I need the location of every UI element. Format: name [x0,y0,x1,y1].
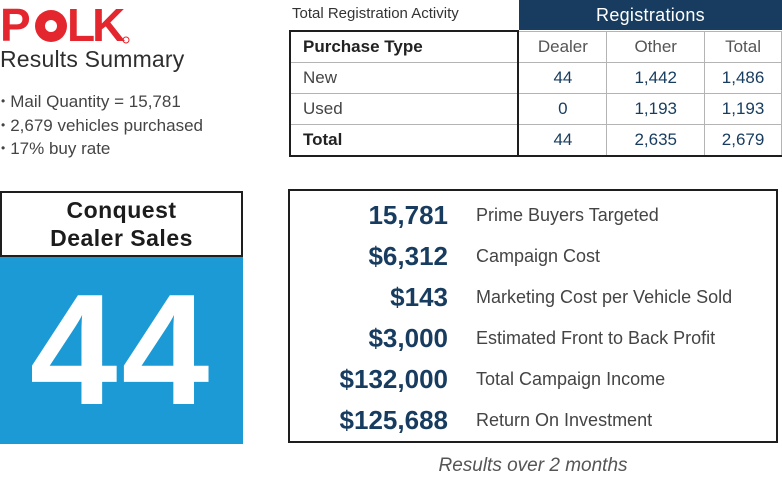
metric-row: $132,000 Total Campaign Income [290,359,776,400]
col-purchase-type: Purchase Type [288,30,520,63]
polk-logo: P LK [0,2,132,46]
metric-label: Total Campaign Income [476,369,666,389]
summary-bullets: Mail Quantity = 15,781 2,679 vehicles pu… [0,90,203,161]
conquest-dealer-sales-heading: Conquest Dealer Sales [0,191,243,257]
campaign-metrics-box: 15,781 Prime Buyers Targeted $6,312 Camp… [288,189,778,443]
table-row: Used 0 1,193 1,193 [288,92,782,125]
conquest-line2: Dealer Sales [50,225,193,251]
metric-label: Prime Buyers Targeted [476,205,659,225]
metric-value: $3,000 [368,323,448,353]
cell-other: 1,193 [606,92,706,125]
bullet-mail-quantity: Mail Quantity = 15,781 [0,90,203,114]
registrations-header: Registrations [519,0,782,30]
metric-row: $125,688 Return On Investment [290,400,776,441]
cell-total: 1,193 [704,92,782,125]
metric-value: $6,312 [368,241,448,271]
cell-other: 1,442 [606,61,706,94]
cell-other: 2,635 [606,123,706,157]
cell-total: 2,679 [704,123,782,157]
col-other: Other [606,30,706,63]
table-caption: Total Registration Activity [292,5,459,22]
col-dealer: Dealer [517,30,608,63]
metric-label: Marketing Cost per Vehicle Sold [476,287,733,307]
metric-label: Estimated Front to Back Profit [476,328,716,348]
table-header-row: Purchase Type Dealer Other Total [288,30,782,63]
col-total: Total [704,30,782,63]
registration-table: Purchase Type Dealer Other Total New 44 … [288,30,782,157]
metric-label: Campaign Cost [476,246,601,266]
metric-value: $143 [390,282,448,312]
bullet-buy-rate: 17% buy rate [0,137,203,161]
metric-row: $6,312 Campaign Cost [290,236,776,277]
conquest-line1: Conquest [66,197,177,223]
row-type: Used [288,92,520,125]
cell-dealer: 0 [517,92,608,125]
row-type: Total [288,123,520,157]
svg-text:LK: LK [67,2,125,46]
metric-value: 15,781 [368,200,448,230]
metric-row: $3,000 Estimated Front to Back Profit [290,318,776,359]
metric-row: 15,781 Prime Buyers Targeted [290,195,776,236]
bullet-vehicles-purchased: 2,679 vehicles purchased [0,114,203,138]
results-summary-title: Results Summary [0,46,185,72]
metric-value: $125,688 [339,405,448,435]
table-row: New 44 1,442 1,486 [288,61,782,94]
cell-total: 1,486 [704,61,782,94]
table-total-row: Total 44 2,635 2,679 [288,123,782,157]
row-type: New [288,61,520,94]
cell-dealer: 44 [517,61,608,94]
conquest-sales-value: 44 [0,257,243,444]
cell-dealer: 44 [517,123,608,157]
svg-text:P: P [0,2,30,46]
results-footnote: Results over 2 months [438,455,628,476]
metric-row: $143 Marketing Cost per Vehicle Sold [290,277,776,318]
metric-value: $132,000 [339,364,448,394]
metric-label: Return On Investment [476,410,653,430]
